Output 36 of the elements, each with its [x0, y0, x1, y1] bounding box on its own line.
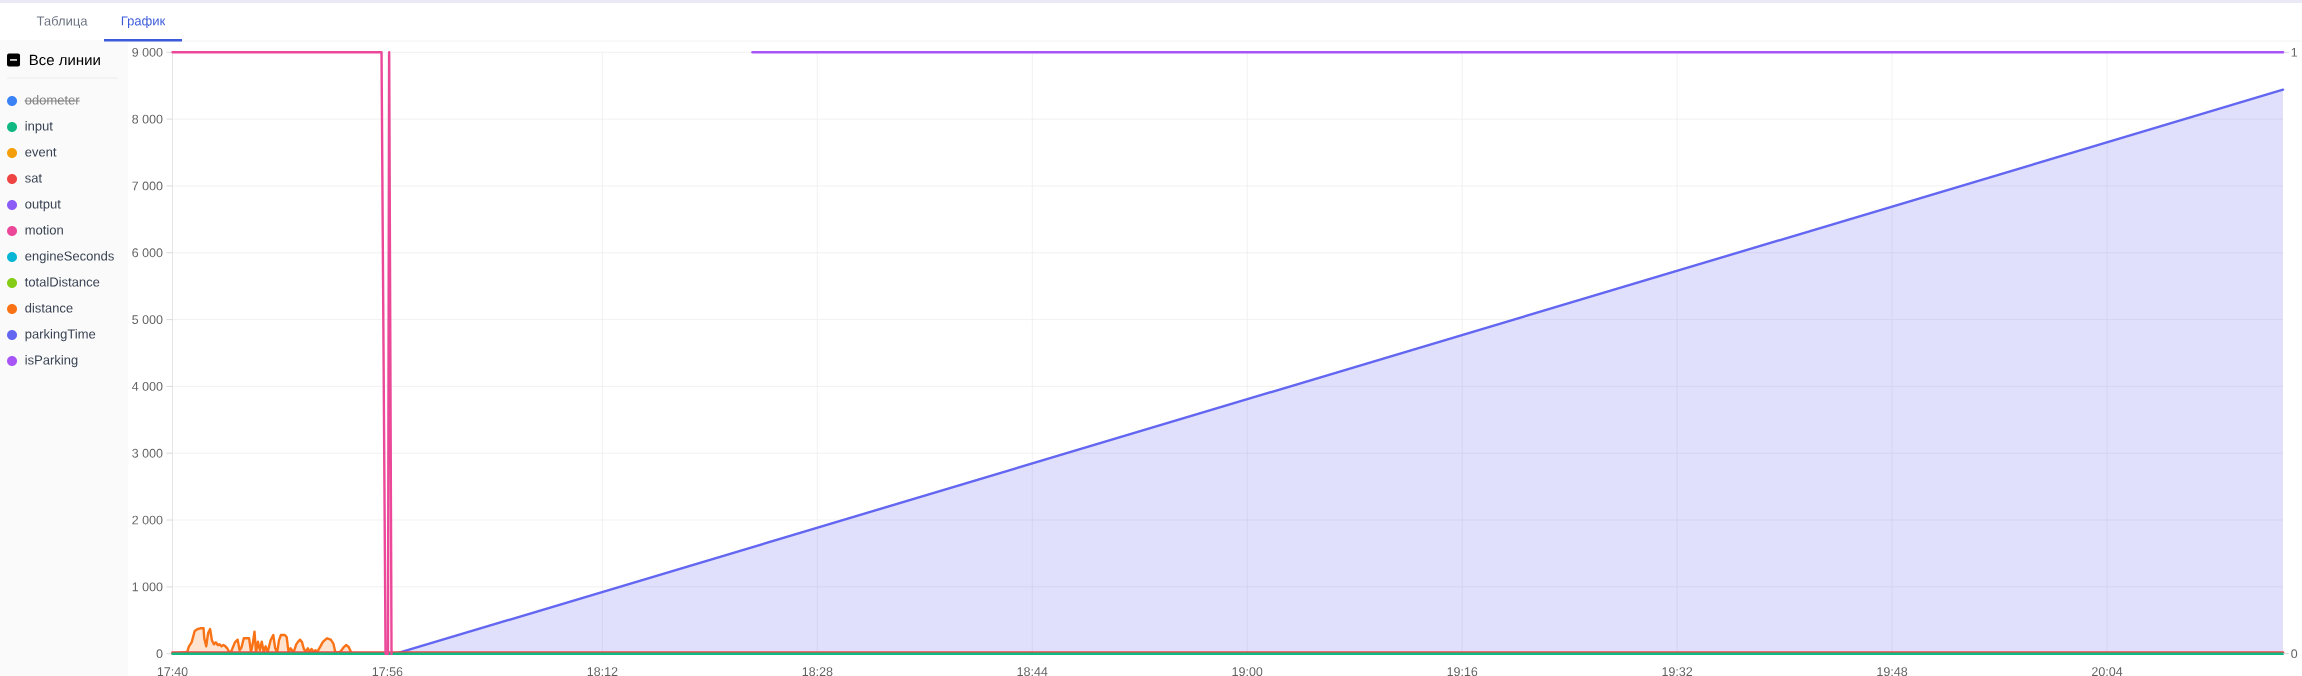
y-tick-label: 2 000: [132, 515, 163, 525]
y-tick-label: 7 000: [132, 181, 163, 191]
legend-label: odometer: [25, 95, 80, 105]
y-tick-label: 6 000: [132, 248, 163, 258]
legend-label: totalDistance: [24, 277, 100, 287]
legend-label: motion: [25, 225, 63, 235]
legend-label: event: [25, 148, 57, 157]
x-tick-label: 17:40: [157, 667, 188, 676]
x-tick-label: 18:12: [587, 667, 618, 676]
x-tick-label: 19:00: [1232, 667, 1263, 676]
x-tick-label: 18:44: [1017, 667, 1048, 676]
x-tick-label: 17:56: [372, 667, 403, 676]
text: График: [121, 15, 166, 29]
y-tick-label: 3 000: [132, 448, 163, 458]
text: Таблица: [36, 15, 88, 29]
legend-label: sat: [25, 174, 42, 183]
legend-label: input: [25, 121, 53, 134]
x-tick-label: 19:16: [1447, 667, 1478, 676]
y-tick-label: 1 000: [132, 582, 163, 592]
x-tick-label: 18:28: [802, 667, 833, 676]
legend-label: engineSeconds: [25, 251, 114, 264]
y-tick-label: 5 000: [132, 315, 163, 325]
y2-tick-label: 0: [2291, 649, 2298, 659]
y-tick-label: 9 000: [132, 47, 163, 57]
x-tick-label: 19:32: [1662, 667, 1693, 676]
y2-tick-label: 1: [2291, 47, 2298, 57]
x-tick-label: 19:48: [1877, 667, 1908, 676]
y-tick-label: 8 000: [132, 114, 163, 124]
legend-label: isParking: [25, 355, 78, 368]
y-tick-label: 4 000: [131, 381, 163, 391]
x-tick-label: 20:04: [2092, 667, 2123, 676]
legend-label: output: [25, 200, 61, 212]
legend-label: distance: [25, 303, 73, 313]
y-tick-label: 0: [156, 649, 163, 659]
legend-label: parkingTime: [25, 329, 96, 342]
legend-title: Все линии: [29, 54, 100, 66]
